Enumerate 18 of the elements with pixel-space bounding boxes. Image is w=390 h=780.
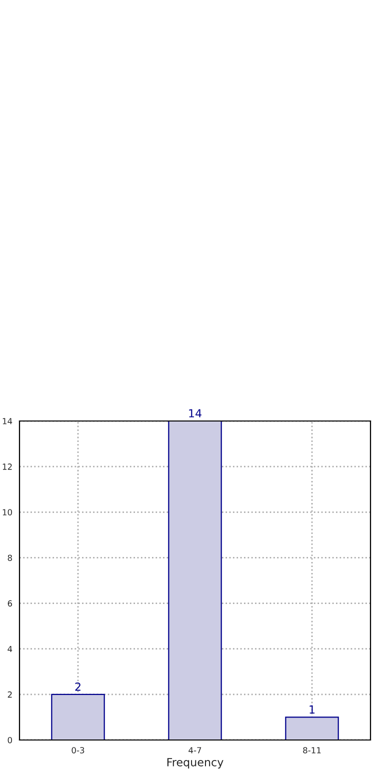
y-tick-label: 8 <box>8 554 12 561</box>
data-label: 1 <box>310 705 315 714</box>
x-tick-label: 4-7 <box>188 747 202 754</box>
data-label: 2 <box>75 682 80 691</box>
y-tick-label: 4 <box>8 646 12 652</box>
data-label: 14 <box>189 409 202 418</box>
bar <box>51 694 105 740</box>
bar <box>285 716 339 740</box>
y-tick-label: 0 <box>8 736 12 744</box>
bar <box>168 421 222 740</box>
y-tick-label: 6 <box>8 600 12 607</box>
y-tick-label: 2 <box>8 691 12 698</box>
y-tick-label: 10 <box>2 509 12 516</box>
x-tick-label: 8-11 <box>303 747 321 754</box>
y-tick-label: 14 <box>2 418 12 424</box>
y-tick-label: 12 <box>2 464 12 470</box>
x-axis-title: Frequency <box>167 758 224 769</box>
x-tick-label: 0-3 <box>72 747 84 754</box>
